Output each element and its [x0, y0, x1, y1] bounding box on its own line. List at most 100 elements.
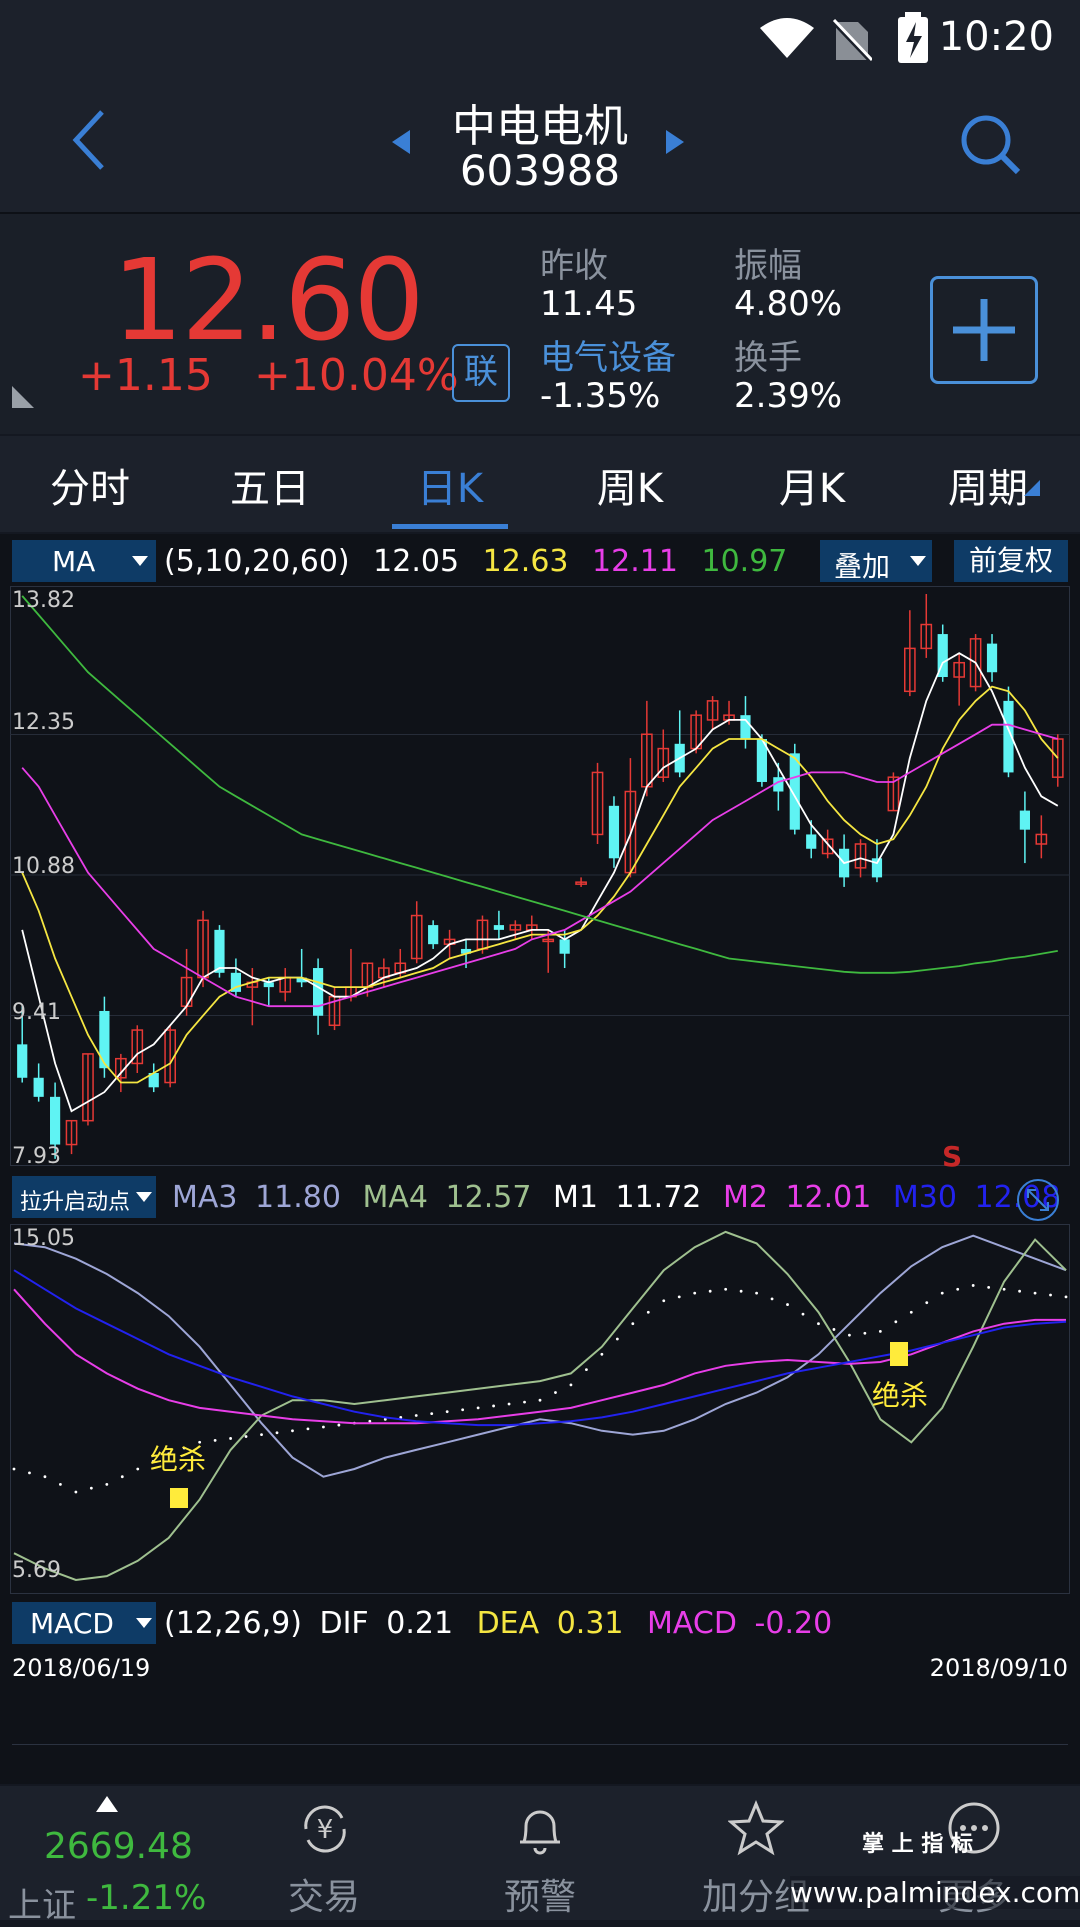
- m1-dot: [863, 1331, 867, 1335]
- candle-body: [575, 881, 587, 885]
- candle-body: [65, 1119, 78, 1146]
- custom-indicator-select[interactable]: 拉升启动点: [12, 1176, 156, 1218]
- y-tick-top: 13.82: [12, 588, 75, 613]
- dif-label: DIF: [319, 1606, 369, 1641]
- expand-icon[interactable]: [1016, 1178, 1060, 1222]
- candle-body: [49, 1096, 61, 1145]
- candle-body: [148, 1072, 159, 1088]
- overlay-select[interactable]: 叠加: [820, 540, 932, 583]
- m1-dot: [182, 1446, 186, 1450]
- macd-select-label: MACD: [30, 1607, 114, 1640]
- m2-name: M2: [722, 1180, 768, 1215]
- divider: [12, 1744, 1068, 1745]
- candle-body: [1019, 810, 1031, 830]
- m1-dot: [476, 1406, 480, 1410]
- chevron-down-icon: [136, 1192, 152, 1202]
- adjust-button[interactable]: 前复权: [954, 540, 1068, 582]
- candle-body: [854, 843, 867, 869]
- index-name: 上证: [8, 1886, 76, 1926]
- nav-alert[interactable]: 预警: [503, 1877, 576, 1918]
- indicator-legend: MA3 11.80 MA4 12.57 M1 11.72 M2 12.01 M3…: [172, 1180, 1060, 1215]
- linked-button[interactable]: 联: [452, 344, 510, 402]
- candle-body: [657, 747, 670, 778]
- candle-body: [559, 939, 570, 954]
- m1-dot: [848, 1333, 851, 1337]
- chart-frame: [10, 586, 1070, 1166]
- index-value[interactable]: 2669.48: [44, 1826, 193, 1867]
- sector-link[interactable]: 电气设备: [540, 338, 676, 378]
- macd-select[interactable]: MACD: [12, 1602, 156, 1644]
- battery-charging-icon: [898, 12, 928, 63]
- candle-body: [82, 1053, 94, 1122]
- add-watchlist-button[interactable]: [930, 276, 1038, 384]
- tab-period[interactable]: 周期: [948, 466, 1028, 512]
- date-end: 2018/09/10: [929, 1654, 1068, 1682]
- candle-body: [1035, 833, 1048, 845]
- m1-dot: [322, 1425, 325, 1429]
- m1-dot: [1064, 1295, 1068, 1299]
- period-dropdown-icon: [1024, 480, 1040, 496]
- candle-body: [806, 834, 817, 849]
- candle-body: [17, 1044, 28, 1078]
- candle-body: [1003, 700, 1014, 773]
- back-icon[interactable]: [70, 108, 110, 172]
- m1-dot: [105, 1482, 109, 1486]
- star-icon[interactable]: [728, 1800, 784, 1856]
- tab-five-day[interactable]: 五日: [230, 466, 310, 512]
- bell-icon[interactable]: [514, 1802, 566, 1858]
- m1-dot: [136, 1467, 140, 1471]
- tab-intraday[interactable]: 分时: [50, 466, 130, 512]
- m1-dot: [229, 1437, 232, 1440]
- header: 中电电机 603988: [0, 78, 1080, 214]
- candle-body: [756, 739, 768, 782]
- tab-daily-k[interactable]: 日K: [416, 466, 484, 512]
- ma20-line: [21, 723, 1059, 1008]
- m1-dot: [306, 1427, 310, 1431]
- search-icon[interactable]: [958, 112, 1022, 176]
- candle-body: [131, 1029, 144, 1065]
- more-icon[interactable]: [946, 1800, 1002, 1856]
- wifi-icon: [760, 18, 814, 58]
- corner-triangle-icon: [12, 386, 34, 408]
- m1-dot: [151, 1459, 155, 1463]
- m1-dot: [894, 1320, 898, 1324]
- ma3-value: 11.80: [255, 1180, 341, 1215]
- ma60-value: 10.97: [701, 544, 788, 579]
- m1-dot: [987, 1285, 991, 1289]
- y-tick-bottom: 7.93: [12, 1144, 61, 1169]
- ma5-line: [21, 652, 1059, 1113]
- m1-dot: [770, 1297, 774, 1301]
- m1-dot: [569, 1383, 573, 1387]
- candle-body: [230, 972, 242, 992]
- m1-value: 11.72: [615, 1180, 702, 1215]
- m1-dot: [971, 1284, 975, 1287]
- m1-dot: [538, 1398, 542, 1402]
- turnover-value: 2.39%: [734, 376, 843, 416]
- m1-dot: [275, 1431, 279, 1435]
- m1-dot: [244, 1435, 248, 1438]
- candle-body: [428, 925, 439, 945]
- macd-label: MACD: [647, 1606, 737, 1641]
- candlestick-chart[interactable]: [10, 586, 1070, 1166]
- ma-indicator-select[interactable]: MA: [12, 540, 156, 582]
- tab-weekly-k[interactable]: 周K: [596, 466, 664, 512]
- turnover-label: 换手: [734, 338, 802, 378]
- m1-dot: [832, 1328, 836, 1331]
- candle-body: [986, 643, 998, 673]
- tab-monthly-k[interactable]: 月K: [778, 466, 846, 512]
- m1-dot: [615, 1337, 619, 1341]
- candle-body: [706, 700, 719, 721]
- prev-close-value: 11.45: [540, 284, 638, 324]
- trade-icon[interactable]: ¥: [298, 1802, 352, 1856]
- candle-body: [542, 938, 555, 943]
- m1-dot: [909, 1310, 913, 1314]
- ind-y-tick-top: 15.05: [12, 1226, 75, 1251]
- candle-body: [871, 858, 883, 878]
- dif-value: 0.21: [386, 1606, 454, 1641]
- next-stock-icon[interactable]: [664, 128, 686, 156]
- macd-legend: (12,26,9) DIF 0.21 DEA 0.31 MACD -0.20: [164, 1606, 832, 1641]
- macd-value: -0.20: [754, 1606, 833, 1641]
- up-arrow-icon: [96, 1796, 118, 1812]
- nav-trade[interactable]: 交易: [287, 1877, 360, 1918]
- prev-stock-icon[interactable]: [390, 128, 412, 156]
